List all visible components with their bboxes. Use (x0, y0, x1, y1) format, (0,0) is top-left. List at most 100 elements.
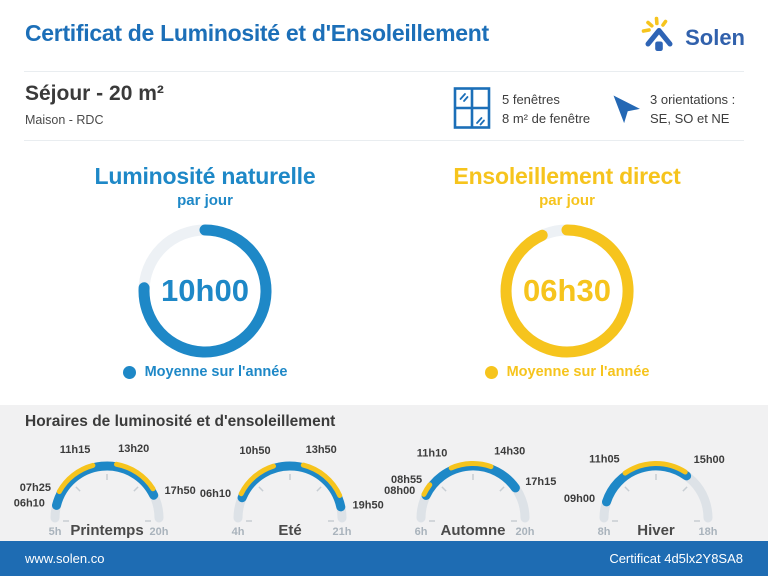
windows-count: 5 fenêtres (502, 92, 560, 107)
season-arc-printemps: 06h10 07h25 11h15 13h20 17h50 5h 20h (14, 438, 196, 545)
season-gauge-printemps: 06h10 07h25 11h15 13h20 17h50 5h 20h Printemps (14, 438, 196, 540)
time-label: 14h30 (494, 446, 525, 458)
tick (624, 486, 630, 492)
sunshine-arc (56, 462, 96, 495)
brand-logo: Solen (640, 16, 745, 59)
season-name: Eté (278, 522, 302, 539)
room-title: Séjour - 20 m² (25, 82, 164, 105)
windows-info: 5 fenêtres 8 m² de fenêtre (502, 90, 590, 128)
donut-arc-sunshine (492, 216, 642, 371)
sunshine-subtitle: par jour (539, 192, 595, 209)
axis-track (50, 461, 164, 523)
tick (316, 486, 322, 492)
orientations-count: 3 orientations : (650, 92, 736, 107)
axis-end-label: 18h (699, 526, 718, 538)
legend-luminosity: Moyenne sur l'année (40, 364, 370, 380)
tick (133, 486, 139, 492)
season-name: Printemps (70, 522, 144, 539)
time-label: 08h55 (391, 474, 422, 486)
sunshine-arc (421, 482, 433, 497)
time-label: 06h10 (200, 488, 231, 500)
page-title: Certificat de Luminosité et d'Ensoleille… (25, 20, 489, 46)
axis-start-label: 4h (232, 526, 245, 538)
schedule-title: Horaires de luminosité et d'ensoleilleme… (25, 413, 336, 430)
time-label: 07h25 (20, 482, 51, 494)
donut-arc-luminosity (130, 216, 280, 371)
windows-area: 8 m² de fenêtre (502, 111, 591, 126)
season-name: Automne (440, 522, 506, 539)
season-svg: 09h00 11h05 15h00 8h 18h (564, 453, 725, 538)
donut-arc (138, 224, 272, 358)
sunshine-arc (622, 461, 688, 476)
daylight-arc (602, 461, 692, 507)
tick (499, 486, 505, 492)
donut-svg (138, 224, 272, 358)
sunshine-value: 06h30 (523, 273, 611, 308)
footer-certificate-id: Certificat 4d5lx2Y8SA8 (609, 551, 743, 566)
time-label: 10h50 (239, 445, 270, 457)
footer-url: www.solen.co (25, 551, 105, 566)
axis-end-label: 21h (333, 526, 352, 538)
divider-top (24, 71, 744, 72)
season-arc-hiver: 09h00 11h05 15h00 8h 18h (564, 438, 741, 545)
footer-bar: www.solen.co Certificat 4d5lx2Y8SA8 (0, 541, 768, 576)
time-label: 11h10 (417, 447, 448, 459)
season-gauge-automne: 08h00 08h55 11h10 14h30 17h15 6h 20h Automne (384, 438, 558, 540)
luminosity-title: Luminosité naturelle (94, 163, 316, 189)
axis-start-label: 6h (415, 526, 428, 538)
axis-start-label: 8h (598, 526, 611, 538)
daylight-arc (421, 461, 520, 500)
tick (682, 486, 688, 492)
time-label: 15h00 (694, 454, 725, 466)
tick (258, 486, 264, 492)
season-gauge-hiver: 09h00 11h05 15h00 8h 18h Hiver (564, 438, 741, 540)
sunshine-arc (238, 463, 276, 497)
axis-track (233, 461, 347, 523)
axis-track (599, 461, 713, 523)
legend-dot-yellow (484, 365, 498, 379)
time-label: 19h50 (353, 499, 384, 511)
time-label: 08h00 (384, 485, 415, 497)
time-label: 11h15 (60, 444, 91, 456)
season-svg: 06h10 07h25 11h15 13h20 17h50 5h 20h (14, 443, 196, 538)
donut-svg (500, 224, 634, 358)
axis-end-label: 20h (516, 526, 535, 538)
legend-label: Moyenne sur l'année (506, 364, 650, 380)
window-icon (452, 85, 492, 136)
axis-start-label: 5h (49, 526, 62, 538)
axis-end-label: 20h (150, 526, 169, 538)
legend-sunshine: Moyenne sur l'année (402, 364, 732, 380)
brand-name: Solen (685, 24, 745, 50)
time-label: 06h10 (14, 498, 45, 510)
sunshine-arc (114, 461, 156, 492)
season-arc-automne: 08h00 08h55 11h10 14h30 17h15 6h 20h (384, 438, 558, 545)
time-label: 17h50 (165, 485, 196, 497)
time-label: 13h20 (118, 443, 149, 455)
solen-house-sun-icon (640, 16, 678, 59)
divider-info (24, 140, 744, 141)
orientations-list: SE, SO et NE (650, 111, 730, 126)
sunshine-title: Ensoleillement direct (453, 163, 681, 189)
legend-label: Moyenne sur l'année (144, 364, 288, 380)
season-gauge-ete: 06h10 10h50 13h50 19h50 4h 21h Eté (200, 438, 384, 540)
daylight-arc (237, 461, 346, 512)
compass-arrow-icon (606, 88, 640, 129)
sunshine-arc (300, 462, 343, 498)
time-label: 17h15 (525, 476, 556, 488)
donut-gauge-luminosity: 10h00 (130, 216, 280, 366)
donut-gauge-sunshine: 06h30 (492, 216, 642, 366)
season-arc-ete: 06h10 10h50 13h50 19h50 4h 21h (200, 438, 384, 545)
donut-arc (500, 224, 634, 358)
time-label: 09h00 (564, 493, 595, 505)
time-label: 11h05 (589, 453, 620, 465)
season-name: Hiver (637, 522, 675, 539)
legend-dot-blue (122, 365, 136, 379)
tick (441, 486, 447, 492)
luminosity-subtitle: par jour (177, 192, 233, 209)
axis-track (416, 461, 530, 523)
luminosity-value: 10h00 (161, 273, 249, 308)
orientations-info: 3 orientations : SE, SO et NE (650, 90, 735, 128)
time-label: 13h50 (306, 444, 337, 456)
